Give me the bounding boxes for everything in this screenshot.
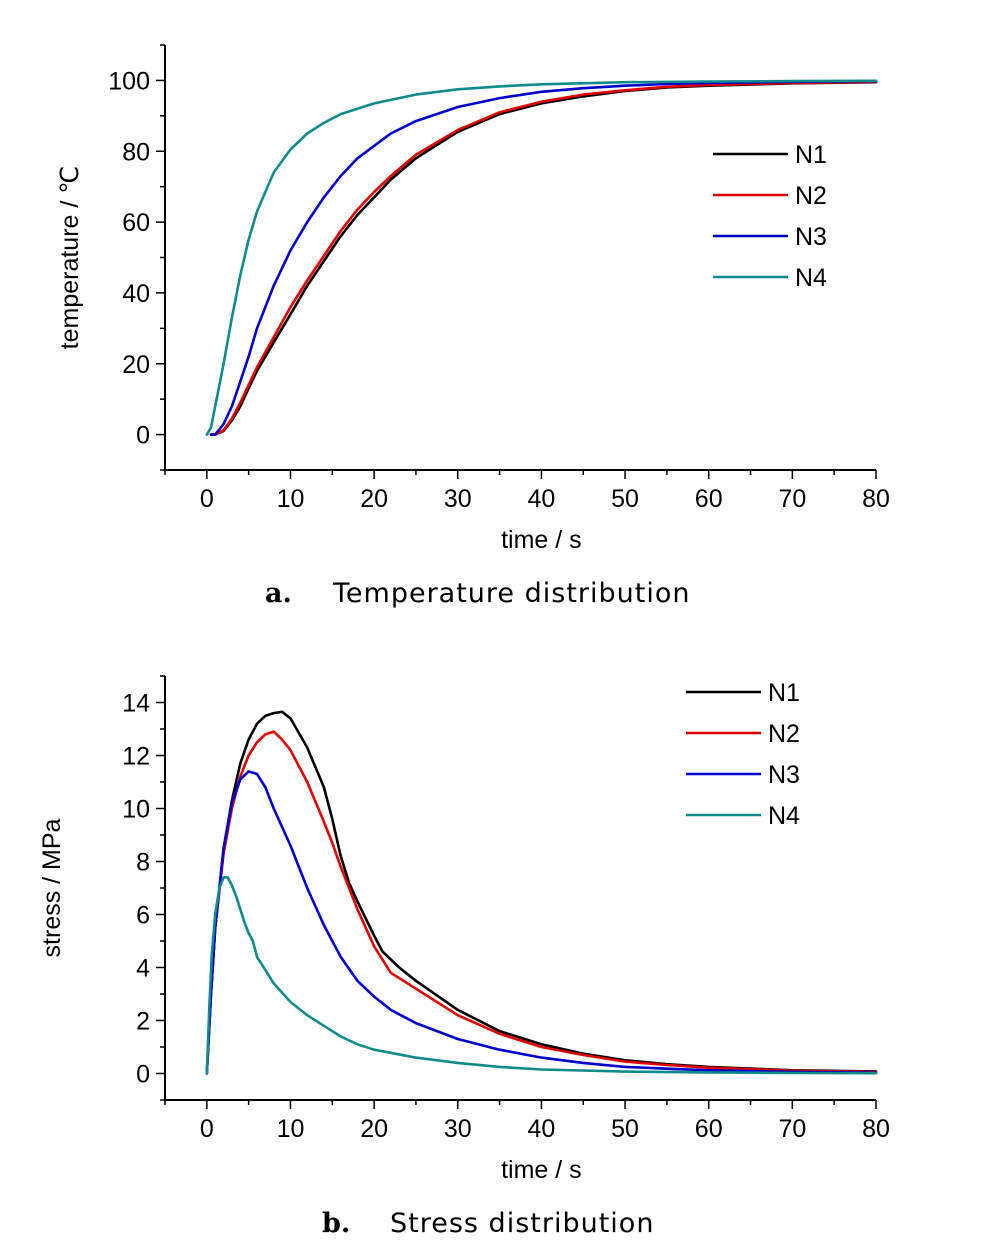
y-tick-label: 14 xyxy=(122,690,150,718)
x-tick-label: 80 xyxy=(862,1115,890,1143)
y-tick-label: 0 xyxy=(136,1061,150,1089)
y-tick-label: 80 xyxy=(122,138,150,166)
legend-label-n4: N4 xyxy=(768,802,800,830)
y-tick-label: 0 xyxy=(136,422,150,450)
x-tick-label: 20 xyxy=(360,485,388,513)
y-tick-label: 20 xyxy=(122,351,150,379)
x-tick-label: 50 xyxy=(611,1115,639,1143)
x-tick-label: 30 xyxy=(444,1115,472,1143)
x-tick-label: 10 xyxy=(277,485,305,513)
y-tick-label: 4 xyxy=(136,955,150,983)
legend-label-n1: N1 xyxy=(768,679,800,707)
x-tick-label: 10 xyxy=(277,1115,305,1143)
series-line-n1 xyxy=(209,80,878,436)
y-tick-label: 60 xyxy=(122,209,150,237)
x-tick-label: 40 xyxy=(528,1115,556,1143)
x-tick-label: 60 xyxy=(695,1115,723,1143)
x-tick-label: 50 xyxy=(611,485,639,513)
series-line-n1 xyxy=(205,710,878,1075)
y-tick-label: 40 xyxy=(122,280,150,308)
temperature-chart: 0 10 20 30 40 50 60 70 80 0 20 40 60 80 100 time / s tem… xyxy=(56,44,890,609)
x-tick-label: 80 xyxy=(862,485,890,513)
x-tick-label: 30 xyxy=(444,485,472,513)
x-tick-label: 20 xyxy=(360,1115,388,1143)
legend-label-n3: N3 xyxy=(795,223,827,251)
x-tick-label: 70 xyxy=(778,485,806,513)
y-tick-label: 2 xyxy=(136,1008,150,1036)
series-line-n2 xyxy=(209,80,878,436)
legend-label-n2: N2 xyxy=(768,720,800,748)
legend-label-n1: N1 xyxy=(795,141,827,169)
series-line-n3 xyxy=(205,770,878,1075)
y-axis-title: stress / MPa xyxy=(38,818,66,957)
x-axis-title: time / s xyxy=(501,1156,582,1184)
caption-letter: a. xyxy=(265,578,292,609)
caption-text: Temperature distribution xyxy=(332,578,690,609)
stress-chart: 0 10 20 30 40 50 60 70 80 0 2 4 6 8 10 12 14 time / s stre… xyxy=(38,675,890,1239)
legend-label-n3: N3 xyxy=(768,761,800,789)
x-tick-label: 60 xyxy=(695,485,723,513)
x-tick-label: 0 xyxy=(200,485,214,513)
y-tick-label: 12 xyxy=(122,743,150,771)
series-line-n4 xyxy=(205,79,878,436)
y-axis-title: temperature / ℃ xyxy=(56,166,84,350)
legend-label-n2: N2 xyxy=(795,182,827,210)
caption-text: Stress distribution xyxy=(390,1208,654,1239)
caption-letter: b. xyxy=(322,1208,350,1239)
x-tick-label: 70 xyxy=(778,1115,806,1143)
legend-label-n4: N4 xyxy=(795,264,827,292)
y-tick-label: 10 xyxy=(122,796,150,824)
y-tick-label: 6 xyxy=(136,902,150,930)
x-axis-title: time / s xyxy=(501,526,582,554)
x-tick-label: 40 xyxy=(528,485,556,513)
y-tick-label: 100 xyxy=(108,67,150,95)
series-line-n3 xyxy=(209,79,878,436)
x-tick-label: 0 xyxy=(200,1115,214,1143)
y-tick-label: 8 xyxy=(136,849,150,877)
series-line-n4 xyxy=(205,876,878,1075)
